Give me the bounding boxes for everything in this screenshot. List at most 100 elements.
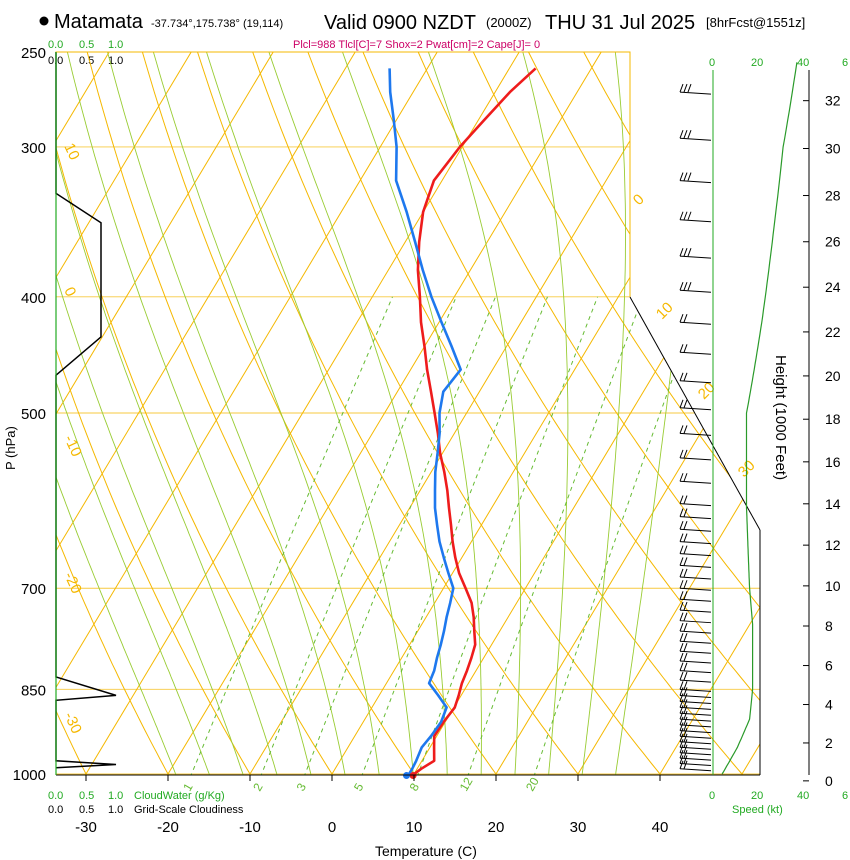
speed-label: Speed (kt) <box>732 804 783 816</box>
cloudiness-tick-2: 1.0 <box>108 55 123 67</box>
dry-adiabat-line <box>572 52 760 775</box>
mixing-ratio-line <box>352 296 548 775</box>
wind-barb-flag <box>683 693 688 702</box>
wind-barb <box>679 746 712 750</box>
dry-adiabat-line <box>56 52 266 775</box>
wind-barb-flag <box>679 693 684 702</box>
cloudwater-tick-0: 0.0 <box>48 39 63 51</box>
mixing-ratio-label: 5 <box>351 780 367 793</box>
pressure-tick-label: 500 <box>21 406 46 423</box>
cloudiness-tick-1: 0.5 <box>79 55 94 67</box>
wind-barb-flag <box>683 130 688 139</box>
wind-barb-flag <box>683 172 688 181</box>
height-tick-label: 4 <box>825 697 833 713</box>
wind-barb <box>679 640 712 644</box>
wind-barb-flag <box>683 710 688 720</box>
cloudiness-bottom-tick-2: 1.0 <box>108 804 123 816</box>
wind-barb-flag <box>679 749 684 759</box>
wind-barb-flag <box>687 83 692 93</box>
moist-adiabat-line <box>342 52 482 775</box>
wind-barb <box>679 255 712 259</box>
wind-barb <box>679 587 712 591</box>
wind-barb-flag <box>679 533 684 542</box>
wind-barbs <box>679 83 712 772</box>
wind-barb-flag <box>683 652 688 662</box>
wind-barb <box>679 688 712 692</box>
wind-barb <box>679 564 712 568</box>
wind-barb-flag <box>683 622 688 632</box>
wind-barb-flag <box>683 739 688 748</box>
temperature-tick-label: -30 <box>75 819 97 836</box>
wind-barb-flag <box>679 591 684 600</box>
wind-barb-flag <box>683 755 688 764</box>
wind-barb-flag <box>683 372 688 381</box>
speed-bottom-tick-3: 6 <box>842 790 848 802</box>
wind-barb-flag <box>683 722 688 731</box>
cloudwater-tick-2: 1.0 <box>108 39 123 51</box>
dry-adiabat-line <box>408 52 760 775</box>
moist-adiabat-line <box>66 52 318 775</box>
mixing-ratio-line <box>459 296 644 775</box>
wind-barb <box>679 553 712 557</box>
wind-barb <box>679 694 712 698</box>
wind-barb <box>679 660 712 664</box>
moist-adiabat-line <box>206 52 416 775</box>
wind-barb-flag <box>679 681 684 690</box>
isotherm-line <box>571 52 760 775</box>
dry-adiabat-line <box>299 52 760 775</box>
mixing-ratio-label: 3 <box>294 780 310 793</box>
wind-barb-flag <box>679 671 684 681</box>
height-tick-label: 14 <box>825 496 841 512</box>
isotherm-line <box>161 52 615 775</box>
wind-barb-flag <box>679 344 684 353</box>
wind-barb-flag <box>679 633 684 642</box>
moist-adiabat-line <box>56 52 187 775</box>
utc-time: (2000Z) <box>486 15 532 30</box>
wind-barb <box>679 576 712 580</box>
height-tick-label: 0 <box>825 773 833 789</box>
height-tick-label: 22 <box>825 324 841 340</box>
grid-lines <box>56 52 760 775</box>
cloudiness-label: Grid-Scale Cloudiness <box>134 804 244 816</box>
wind-barb-flag <box>683 425 688 434</box>
speed-bottom-tick-1: 20 <box>751 790 763 802</box>
pressure-tick-label: 700 <box>21 581 46 598</box>
wind-barb <box>679 609 712 613</box>
wind-barb-flag <box>679 728 684 737</box>
wind-barb-flag <box>679 710 684 720</box>
dry-adiabat-line <box>56 52 349 775</box>
wind-barb-flag <box>679 172 684 181</box>
wind-barb-flag <box>679 662 684 671</box>
wind-barb <box>679 712 712 716</box>
temperature-tick-label: -10 <box>239 819 261 836</box>
wind-barb-flag <box>679 508 684 517</box>
wind-barb <box>679 289 712 293</box>
wind-barb-flag <box>679 557 684 566</box>
isotherm-label: 0 <box>630 191 648 209</box>
wind-barb <box>679 620 712 624</box>
wind-barb <box>679 457 712 461</box>
wind-barb-flag <box>683 248 688 257</box>
wind-barb-flag <box>679 705 684 714</box>
moist-adiabat-line <box>268 52 449 775</box>
cloudiness-line <box>55 52 117 769</box>
wind-barb <box>679 630 712 634</box>
valid-time: Valid 0900 NZDT <box>324 12 476 34</box>
dewpoint-line <box>388 68 463 778</box>
wind-barb-flag <box>683 728 688 737</box>
wind-barb-flag <box>679 733 684 742</box>
pressure-tick-label: 850 <box>21 682 46 699</box>
temperature-line <box>410 67 537 778</box>
wind-barb-flag <box>683 601 688 611</box>
mixing-ratio-line <box>525 296 703 775</box>
mixing-ratio-label: 2 <box>250 780 266 793</box>
wind-barb-flag <box>679 687 684 696</box>
pressure-tick-label: 300 <box>21 140 46 157</box>
wind-barb-flag <box>683 633 688 642</box>
isotherm-line <box>56 52 205 775</box>
isotherm-line <box>56 52 123 775</box>
isotherm-line <box>56 52 369 775</box>
